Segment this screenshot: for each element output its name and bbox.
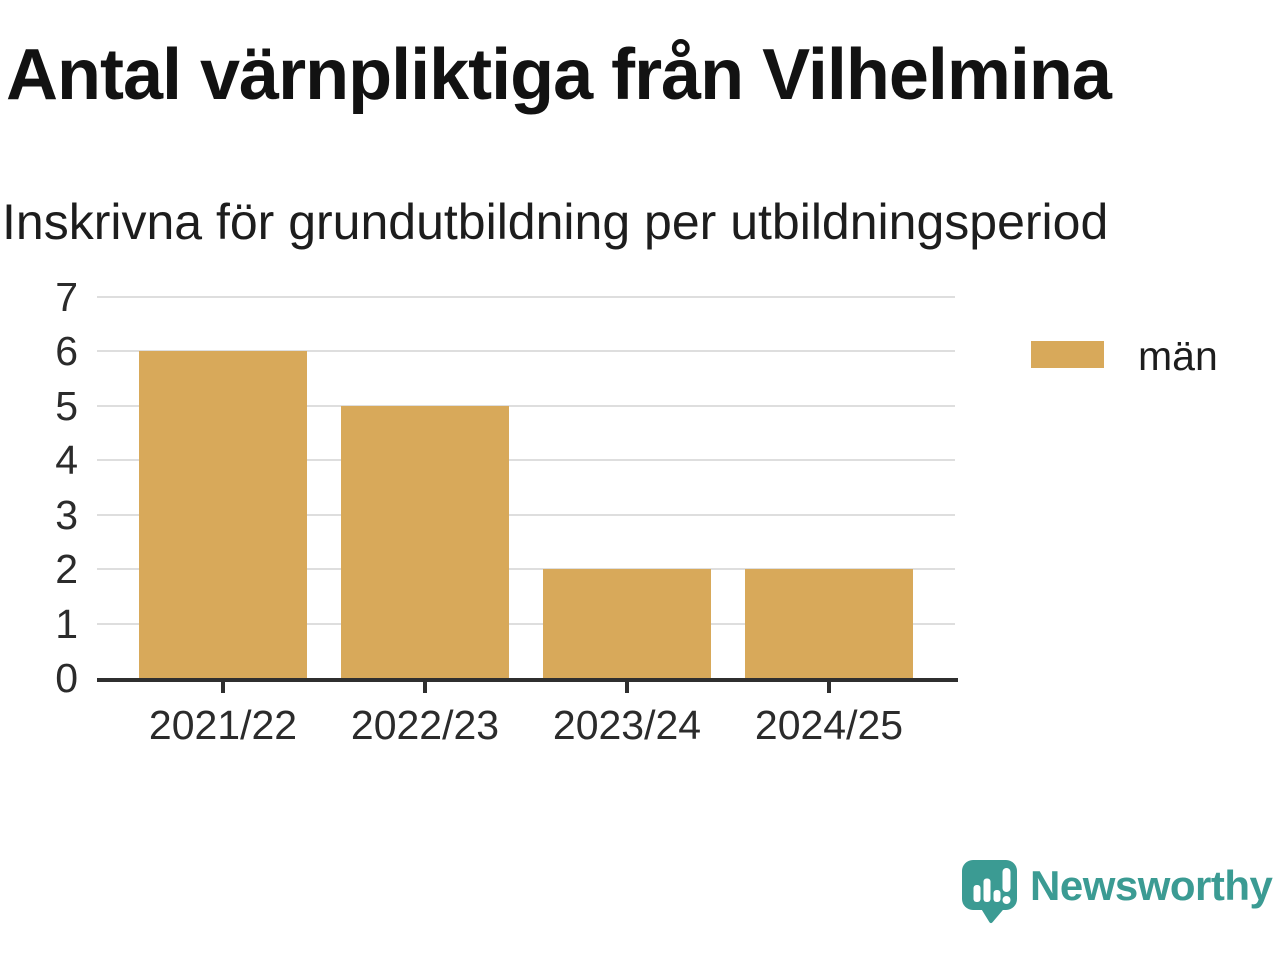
legend-label: män — [1138, 333, 1218, 379]
y-axis-tick-label: 3 — [55, 491, 78, 538]
bar-2024-25 — [745, 569, 913, 678]
chart-subtitle: Inskrivna för grundutbildning per utbild… — [2, 194, 1109, 250]
x-axis-label: 2021/22 — [148, 702, 298, 748]
y-axis-tick-label: 5 — [55, 382, 78, 429]
x-axis-tick — [423, 682, 427, 693]
x-axis-tick — [625, 682, 629, 693]
y-axis-tick-label: 7 — [55, 273, 78, 320]
gridline — [97, 568, 955, 571]
x-axis-tick — [221, 682, 225, 693]
chart-title: Antal värnpliktiga från Vilhelmina — [6, 35, 1112, 115]
gridline — [97, 350, 955, 353]
x-axis-tick — [827, 682, 831, 693]
x-axis-line — [97, 678, 958, 682]
gridline — [97, 513, 955, 516]
legend: män — [1031, 334, 1271, 378]
gridline — [97, 459, 955, 462]
bar-2021-22 — [139, 351, 307, 678]
y-axis-tick-label: 6 — [55, 328, 78, 375]
y-axis-tick-label: 0 — [55, 655, 78, 701]
gridline — [97, 404, 955, 407]
gridline — [97, 295, 955, 298]
x-axis-label: 2024/25 — [754, 702, 904, 748]
newsworthy-logo: Newsworthy — [958, 855, 1278, 925]
y-axis-tick-label: 1 — [55, 600, 78, 647]
legend-swatch — [1031, 341, 1104, 368]
y-axis-tick-label: 4 — [55, 437, 78, 484]
newsworthy-bubble-chart-icon — [962, 860, 1017, 923]
x-axis-label: 2022/23 — [350, 702, 500, 748]
newsworthy-wordmark: Newsworthy — [1030, 862, 1273, 909]
y-axis-tick-label: 2 — [55, 546, 78, 593]
gridline — [97, 622, 955, 625]
bar-2023-24 — [543, 569, 711, 678]
x-axis-label: 2023/24 — [552, 702, 702, 748]
bar-2022-23 — [341, 405, 509, 678]
